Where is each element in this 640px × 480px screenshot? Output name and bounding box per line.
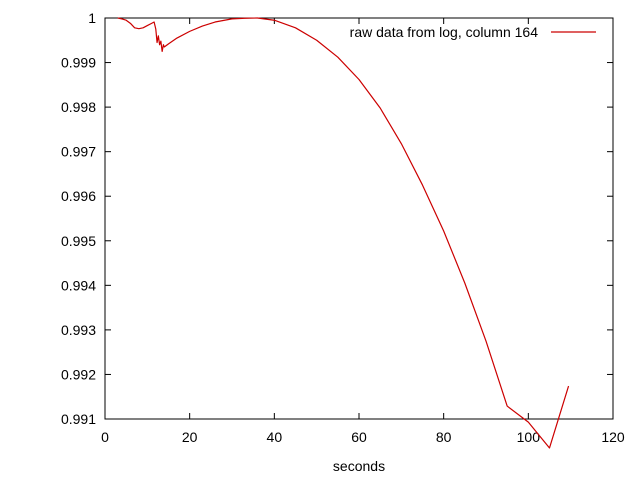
y-tick-label: 0.994 bbox=[61, 277, 96, 293]
y-tick-label: 0.991 bbox=[61, 411, 96, 427]
legend-label: raw data from log, column 164 bbox=[350, 24, 539, 40]
x-tick-label: 80 bbox=[436, 429, 452, 445]
x-axis: 0 20 40 60 80 100 120 bbox=[101, 18, 625, 445]
y-tick-label: 0.992 bbox=[61, 366, 96, 382]
y-tick-label: 1 bbox=[88, 10, 96, 26]
x-tick-label: 40 bbox=[267, 429, 283, 445]
legend: raw data from log, column 164 bbox=[350, 24, 596, 40]
x-axis-label: seconds bbox=[333, 458, 385, 474]
x-tick-label: 120 bbox=[601, 429, 625, 445]
series-layer bbox=[117, 17, 570, 449]
x-tick-label: 20 bbox=[182, 429, 198, 445]
y-tick-label: 0.999 bbox=[61, 55, 96, 71]
x-tick-label: 60 bbox=[351, 429, 367, 445]
y-tick-label: 0.997 bbox=[61, 144, 96, 160]
y-axis: 0.991 0.992 0.993 0.994 0.995 0.996 0.997 0.998… bbox=[61, 10, 613, 427]
x-tick-label: 100 bbox=[517, 429, 541, 445]
series-line bbox=[117, 17, 570, 449]
y-tick-label: 0.993 bbox=[61, 322, 96, 338]
y-tick-label: 0.998 bbox=[61, 99, 96, 115]
plot-frame bbox=[104, 17, 614, 420]
x-tick-label: 0 bbox=[101, 429, 109, 445]
y-tick-label: 0.995 bbox=[61, 233, 96, 249]
y-tick-label: 0.996 bbox=[61, 188, 96, 204]
